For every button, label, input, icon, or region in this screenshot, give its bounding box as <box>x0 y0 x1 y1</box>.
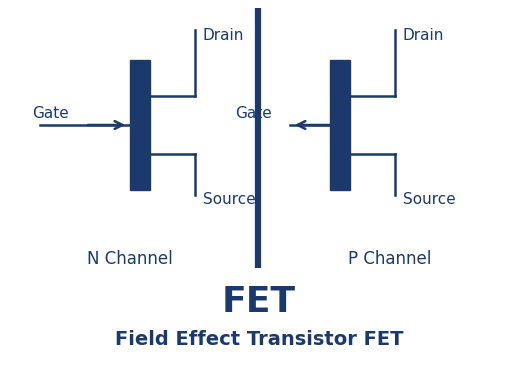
Text: P Channel: P Channel <box>348 250 432 268</box>
Text: Drain: Drain <box>203 28 244 43</box>
Text: FET: FET <box>222 285 296 319</box>
Text: Source: Source <box>203 192 256 207</box>
Text: Gate: Gate <box>32 106 69 121</box>
Text: Drain: Drain <box>403 28 444 43</box>
Text: Source: Source <box>403 192 456 207</box>
Text: Gate: Gate <box>235 106 272 121</box>
Text: N Channel: N Channel <box>87 250 173 268</box>
Bar <box>130 60 150 190</box>
Bar <box>330 60 350 190</box>
Text: Field Effect Transistor FET: Field Effect Transistor FET <box>115 330 403 349</box>
